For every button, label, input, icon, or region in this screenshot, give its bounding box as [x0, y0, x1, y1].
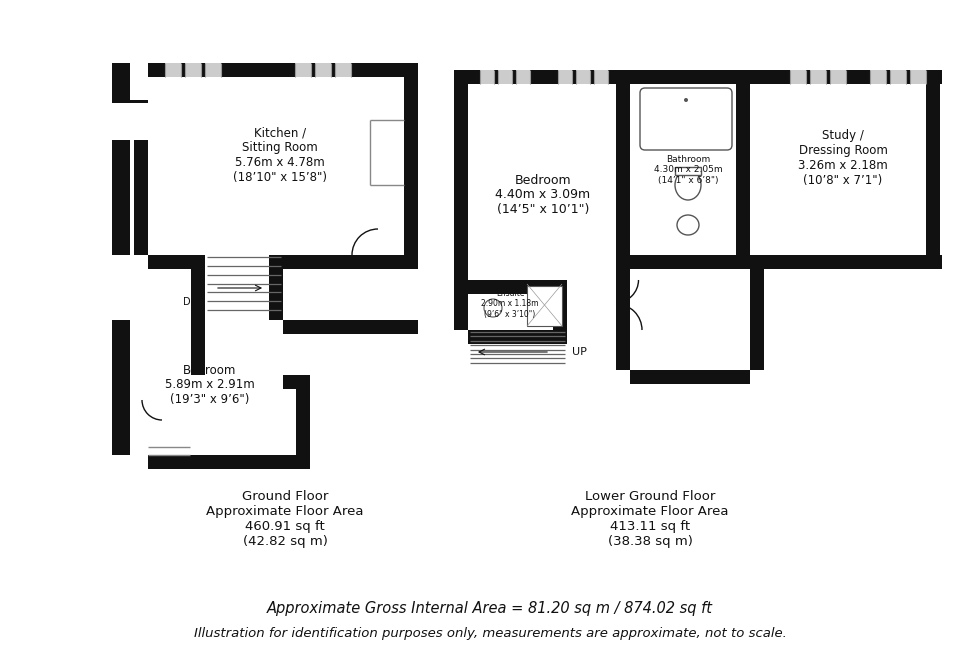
Bar: [148, 447, 190, 455]
Bar: [191, 320, 205, 375]
FancyBboxPatch shape: [640, 88, 732, 150]
Bar: [185, 63, 201, 77]
Bar: [130, 103, 148, 140]
Bar: [630, 370, 750, 384]
Bar: [148, 320, 310, 455]
Bar: [498, 70, 512, 84]
Bar: [468, 330, 567, 344]
Bar: [112, 140, 130, 255]
Bar: [594, 70, 608, 84]
Bar: [736, 70, 750, 255]
Ellipse shape: [675, 170, 701, 200]
Bar: [283, 375, 310, 389]
Bar: [468, 70, 632, 84]
Text: Bedroom
4.40m x 3.09m
(14’5" x 10’1"): Bedroom 4.40m x 3.09m (14’5" x 10’1"): [496, 174, 591, 217]
Text: Illustration for identification purposes only, measurements are approximate, not: Illustration for identification purposes…: [194, 626, 786, 640]
Bar: [480, 70, 494, 84]
Bar: [750, 70, 940, 255]
Bar: [130, 63, 148, 100]
Bar: [283, 320, 310, 375]
Bar: [910, 70, 926, 84]
Bar: [205, 255, 283, 320]
Text: Study /
Dressing Room
3.26m x 2.18m
(10’8" x 7’1"): Study / Dressing Room 3.26m x 2.18m (10’…: [798, 129, 888, 187]
Bar: [558, 70, 572, 84]
Bar: [295, 63, 311, 77]
Bar: [148, 455, 310, 469]
Bar: [736, 70, 750, 255]
Bar: [616, 255, 630, 370]
Bar: [283, 255, 418, 269]
Bar: [165, 63, 181, 77]
Text: Lower Ground Floor
Approximate Floor Area
413.11 sq ft
(38.38 sq m): Lower Ground Floor Approximate Floor Are…: [571, 490, 729, 548]
Bar: [750, 70, 942, 84]
Bar: [296, 375, 310, 455]
Text: Bathroom
4.30m x 2.05m
(14’1" x 6’8"): Bathroom 4.30m x 2.05m (14’1" x 6’8"): [654, 155, 722, 185]
Bar: [810, 70, 826, 84]
Bar: [630, 269, 750, 370]
Bar: [283, 320, 418, 334]
Text: Kitchen /
Sitting Room
5.76m x 4.78m
(18’10" x 15’8"): Kitchen / Sitting Room 5.76m x 4.78m (18…: [233, 126, 327, 184]
Bar: [269, 255, 283, 320]
Ellipse shape: [484, 299, 502, 317]
Bar: [205, 63, 221, 77]
Bar: [112, 320, 130, 455]
Text: UP: UP: [572, 347, 587, 357]
Bar: [404, 63, 418, 255]
Text: DN: DN: [183, 297, 198, 307]
Bar: [750, 255, 942, 269]
Bar: [191, 255, 205, 320]
Bar: [616, 70, 630, 255]
Bar: [630, 70, 750, 255]
Bar: [112, 63, 130, 103]
Text: Ensuite
2.90m x 1.18m
(9’6" x 3’10"): Ensuite 2.90m x 1.18m (9’6" x 3’10"): [481, 289, 539, 319]
Bar: [130, 135, 148, 140]
Bar: [335, 63, 351, 77]
Bar: [830, 70, 846, 84]
Bar: [870, 70, 886, 84]
Bar: [134, 63, 148, 255]
Bar: [630, 70, 752, 84]
Bar: [736, 255, 750, 330]
Bar: [468, 280, 567, 294]
Bar: [675, 167, 701, 175]
Bar: [553, 280, 567, 330]
Text: Approximate Gross Internal Area = 81.20 sq m / 874.02 sq ft: Approximate Gross Internal Area = 81.20 …: [267, 600, 713, 616]
Bar: [890, 70, 906, 84]
Bar: [130, 63, 148, 140]
Bar: [576, 70, 590, 84]
Bar: [148, 255, 205, 269]
Bar: [468, 70, 630, 330]
Text: Bedroom
5.89m x 2.91m
(19’3" x 9’6"): Bedroom 5.89m x 2.91m (19’3" x 9’6"): [165, 364, 255, 406]
Bar: [630, 255, 752, 269]
Bar: [516, 70, 530, 84]
Bar: [616, 70, 630, 330]
Bar: [926, 70, 940, 255]
Ellipse shape: [677, 215, 699, 235]
Bar: [454, 70, 468, 330]
Bar: [148, 63, 418, 77]
Text: Ground Floor
Approximate Floor Area
460.91 sq ft
(42.82 sq m): Ground Floor Approximate Floor Area 460.…: [206, 490, 364, 548]
Bar: [790, 70, 806, 84]
Bar: [148, 63, 418, 255]
Circle shape: [684, 98, 688, 102]
Bar: [527, 286, 562, 326]
Bar: [315, 63, 331, 77]
Bar: [616, 255, 764, 370]
